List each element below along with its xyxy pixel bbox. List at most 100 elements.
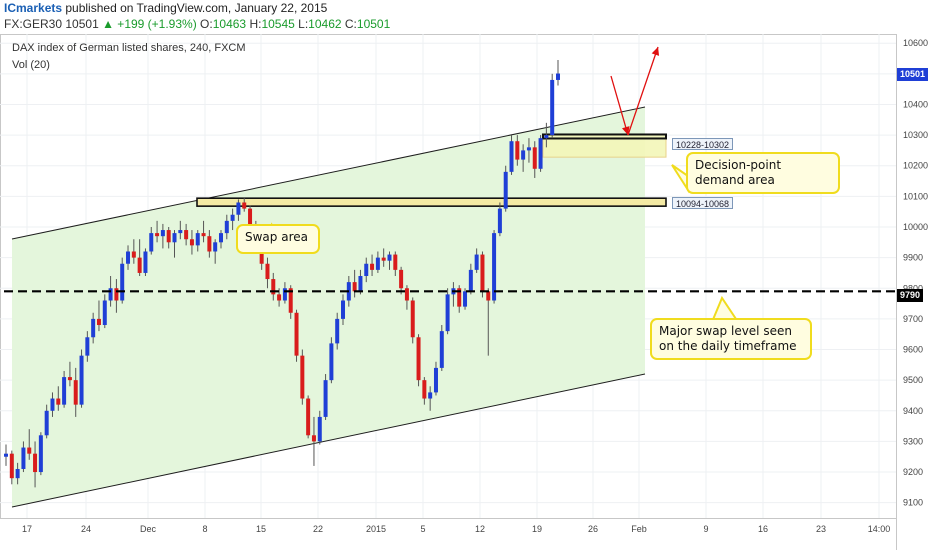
level-price-tag: 9790 <box>897 289 924 302</box>
arrow-head <box>621 126 630 135</box>
candle-up <box>335 318 340 344</box>
candle-up <box>120 263 125 301</box>
arrow-shaft <box>610 75 629 136</box>
price-tick-label: 10300 <box>903 130 928 140</box>
chart-title: DAX index of German listed shares, 240, … <box>12 42 246 54</box>
candle-down <box>422 380 427 399</box>
candle-down <box>294 312 299 356</box>
price-tick-label: 9900 <box>903 253 923 263</box>
candle-down <box>33 453 38 473</box>
open-label: O: <box>200 17 213 31</box>
candle-down <box>56 398 61 405</box>
candle-down <box>532 147 537 169</box>
time-tick-label: 19 <box>532 524 542 534</box>
candle-down <box>271 279 276 295</box>
candle-up <box>224 220 229 234</box>
time-tick-label: 12 <box>475 524 485 534</box>
candle-up <box>38 435 43 473</box>
candle-down <box>288 288 293 313</box>
price-axis: 9100 9200 9300 9400 9500 9600 9700 9800 9900 1000… <box>903 38 928 507</box>
candle-up <box>21 447 26 469</box>
channel-upper-line <box>11 106 646 240</box>
time-tick-label: 9 <box>703 524 708 534</box>
candle-down <box>114 288 119 301</box>
candle-up <box>44 410 49 436</box>
candle-up <box>126 251 131 264</box>
candle-down <box>242 202 247 209</box>
candle-up <box>550 79 555 136</box>
candle-up <box>428 392 433 399</box>
published-text: published on TradingView.com, January 22… <box>62 1 328 15</box>
time-tick-label: 24 <box>81 524 91 534</box>
candle-up <box>102 300 107 326</box>
candle-up <box>282 288 287 301</box>
candle-down <box>300 355 305 399</box>
candle-down <box>189 239 194 246</box>
last-price-tag: 10501 <box>897 68 929 81</box>
candle-up <box>503 171 508 209</box>
ohlc-line: FX:GER30 10501 ▲ +199 (+1.93%) O:10463 H… <box>4 16 390 32</box>
time-tick-label: 8 <box>202 524 207 534</box>
demand-zone-extension <box>543 134 666 158</box>
candle-down <box>410 300 415 338</box>
major-swap-callout: Major swap level seen on the daily timef… <box>650 318 812 360</box>
candle-up <box>492 233 497 301</box>
candle-up <box>497 208 502 234</box>
price-chart[interactable]: 9100 9200 9300 9400 9500 9600 9700 9800 9900 1000… <box>0 34 932 550</box>
zone-tag-lower: 10094-10068 <box>672 197 734 209</box>
candle-down <box>306 398 311 436</box>
candle-down <box>259 245 264 264</box>
candle-down <box>184 230 189 240</box>
candles <box>4 60 560 488</box>
arrow-shaft <box>627 46 659 136</box>
zone-tag-upper: 10228-10302 <box>672 138 734 150</box>
low-value: 10462 <box>308 17 342 31</box>
time-tick-label: 16 <box>758 524 768 534</box>
candle-down <box>515 141 520 160</box>
candle-up <box>538 138 543 169</box>
candle-up <box>526 147 531 151</box>
candle-up <box>236 202 241 215</box>
price-tick-label: 10100 <box>903 191 928 201</box>
candle-up <box>178 230 183 234</box>
candle-up <box>329 343 334 381</box>
brand-link[interactable]: ICmarkets <box>4 1 63 15</box>
candle-down <box>27 447 32 454</box>
candle-up <box>108 288 113 301</box>
price-tick-label: 9800 <box>903 283 923 293</box>
candle-down <box>96 318 101 326</box>
close-value: 10501 <box>356 17 391 31</box>
zones <box>196 133 667 207</box>
open-value: 10463 <box>212 17 247 31</box>
time-tick-label: 5 <box>420 524 425 534</box>
candle-down <box>404 288 409 301</box>
candle-up <box>468 269 473 292</box>
price-tick-label: 10200 <box>903 161 928 171</box>
candle-down <box>393 254 398 270</box>
candle-up <box>79 355 84 405</box>
candle-up <box>195 233 200 246</box>
candle-up <box>317 416 322 442</box>
price-tick-label: 9500 <box>903 375 923 385</box>
price-tick-label: 10600 <box>903 38 928 48</box>
candle-up <box>91 318 96 338</box>
candle-up <box>474 254 479 270</box>
candle-up <box>463 291 468 307</box>
change-value: ▲ +199 (+1.93%) <box>102 17 197 31</box>
candle-down <box>155 233 160 237</box>
candle-up <box>341 300 346 319</box>
candle-down <box>9 453 14 479</box>
high-value: 10545 <box>261 17 295 31</box>
candle-up <box>85 337 90 356</box>
price-tick-label: 10400 <box>903 99 928 109</box>
candle-up <box>544 135 549 139</box>
time-tick-label: 14:00 <box>868 524 891 534</box>
candle-up <box>143 251 148 273</box>
high-label: H: <box>249 17 262 31</box>
time-tick-label: 23 <box>816 524 826 534</box>
publish-line: ICmarkets published on TradingView.com, … <box>4 0 327 16</box>
candle-up <box>15 468 20 479</box>
candle-up <box>172 233 177 243</box>
price-tick-label: 10000 <box>903 222 928 232</box>
time-tick-label: 22 <box>313 524 323 534</box>
